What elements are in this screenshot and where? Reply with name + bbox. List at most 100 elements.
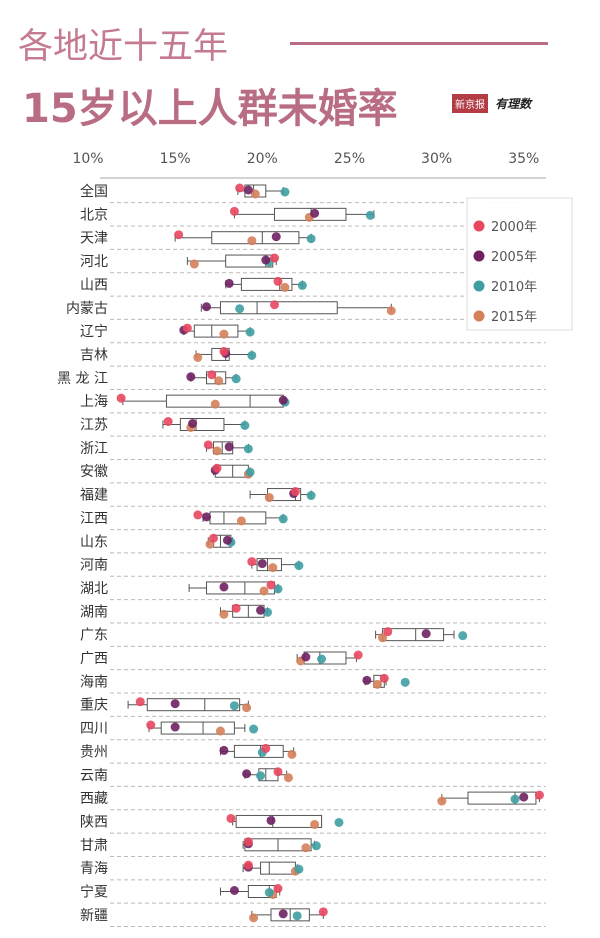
data-point-2015年 xyxy=(437,796,447,806)
category-label: 全国 xyxy=(80,183,108,200)
category-label: 安徽 xyxy=(80,464,108,480)
data-point-2000年 xyxy=(182,323,192,333)
data-point-2010年 xyxy=(458,631,468,641)
publisher-logo: 新京报 有理数 xyxy=(452,93,532,113)
data-point-2000年 xyxy=(273,884,283,893)
data-point-2000年 xyxy=(266,580,276,590)
data-point-2015年 xyxy=(215,726,225,736)
data-point-2005年 xyxy=(219,582,229,592)
data-point-2000年 xyxy=(273,276,283,286)
data-point-2010年 xyxy=(273,584,283,594)
data-point-2005年 xyxy=(310,208,320,218)
logo-script: 有理数 xyxy=(495,97,532,111)
data-point-2010年 xyxy=(229,701,239,711)
data-point-2015年 xyxy=(259,586,269,596)
data-point-2000年 xyxy=(203,440,213,450)
category-label: 江西 xyxy=(80,511,108,527)
data-point-2000年 xyxy=(212,463,222,473)
data-point-2010年 xyxy=(292,911,302,921)
data-point-2005年 xyxy=(202,302,212,312)
data-point-2000年 xyxy=(270,253,280,263)
box xyxy=(219,301,338,315)
box xyxy=(235,814,323,828)
data-point-2005年 xyxy=(224,442,234,452)
data-point-2015年 xyxy=(219,609,229,619)
category-label: 北京 xyxy=(80,207,108,223)
legend-box xyxy=(466,197,573,331)
data-point-2005年 xyxy=(188,419,198,428)
category-label: 山东 xyxy=(80,534,108,550)
data-point-2000年 xyxy=(290,487,300,497)
data-point-2005年 xyxy=(278,395,288,405)
data-point-2015年 xyxy=(249,913,259,923)
category-label: 广西 xyxy=(80,651,108,667)
data-point-2000年 xyxy=(116,393,126,403)
box xyxy=(260,861,296,875)
data-point-2015年 xyxy=(378,633,388,643)
chart-title-line2: 15岁以上人群未婚率 xyxy=(22,86,398,132)
logo-badge: 新京报 xyxy=(452,94,488,113)
data-point-2015年 xyxy=(301,843,311,853)
box xyxy=(165,394,284,408)
data-point-2000年 xyxy=(226,813,236,823)
category-label: 湖南 xyxy=(80,604,108,620)
category-label: 江苏 xyxy=(80,418,108,434)
data-point-2005年 xyxy=(266,815,276,825)
category-label: 青海 xyxy=(80,861,108,877)
data-point-2005年 xyxy=(224,278,234,288)
category-label: 广东 xyxy=(80,628,108,644)
data-point-2010年 xyxy=(256,771,266,781)
data-point-2000年 xyxy=(207,370,217,380)
legend-marker xyxy=(473,250,485,262)
category-label: 浙江 xyxy=(80,441,108,457)
data-point-2000年 xyxy=(243,860,253,870)
legend-marker xyxy=(473,220,485,232)
category-label: 湖北 xyxy=(80,581,108,597)
data-point-2010年 xyxy=(240,421,250,430)
data-point-2005年 xyxy=(222,535,232,545)
x-tick-label: 30% xyxy=(421,151,452,167)
data-point-2005年 xyxy=(170,722,180,732)
data-point-2010年 xyxy=(280,187,290,197)
data-point-2005年 xyxy=(278,909,288,919)
data-point-2015年 xyxy=(212,446,222,456)
category-label: 河北 xyxy=(80,254,108,270)
category-label: 海南 xyxy=(80,674,108,690)
data-point-2005年 xyxy=(362,675,372,685)
data-point-2000年 xyxy=(163,417,173,426)
data-point-2010年 xyxy=(235,304,245,314)
data-point-2000年 xyxy=(353,650,363,660)
data-point-2000年 xyxy=(383,627,393,637)
data-point-2000年 xyxy=(534,790,544,800)
data-point-2000年 xyxy=(174,230,184,240)
data-point-2005年 xyxy=(202,512,212,522)
data-point-2010年 xyxy=(334,817,344,827)
data-point-2005年 xyxy=(257,559,267,569)
data-point-2000年 xyxy=(135,697,145,707)
data-point-2010年 xyxy=(311,841,321,851)
data-point-2010年 xyxy=(294,561,304,571)
title-rule xyxy=(290,42,548,45)
data-point-2010年 xyxy=(264,888,274,897)
category-label: 上海 xyxy=(80,394,108,410)
category-label: 吉林 xyxy=(80,347,108,363)
category-label: 河南 xyxy=(80,558,108,574)
data-point-2000年 xyxy=(231,603,241,613)
box xyxy=(193,324,239,338)
legend-label: 2010年 xyxy=(491,280,537,295)
data-point-2000年 xyxy=(261,743,271,753)
box xyxy=(146,698,241,712)
data-point-2010年 xyxy=(365,210,375,220)
category-label: 山西 xyxy=(80,277,108,293)
category-label: 内蒙古 xyxy=(66,301,108,317)
data-point-2005年 xyxy=(229,886,239,895)
x-tick-label: 10% xyxy=(72,151,103,167)
data-point-2005年 xyxy=(271,232,281,242)
data-point-2015年 xyxy=(193,352,203,362)
data-point-2000年 xyxy=(219,346,229,356)
data-point-2015年 xyxy=(372,679,382,689)
x-tick-label: 25% xyxy=(334,151,365,167)
data-point-2015年 xyxy=(219,329,229,339)
category-label: 云南 xyxy=(80,768,108,784)
data-point-2015年 xyxy=(189,259,199,269)
